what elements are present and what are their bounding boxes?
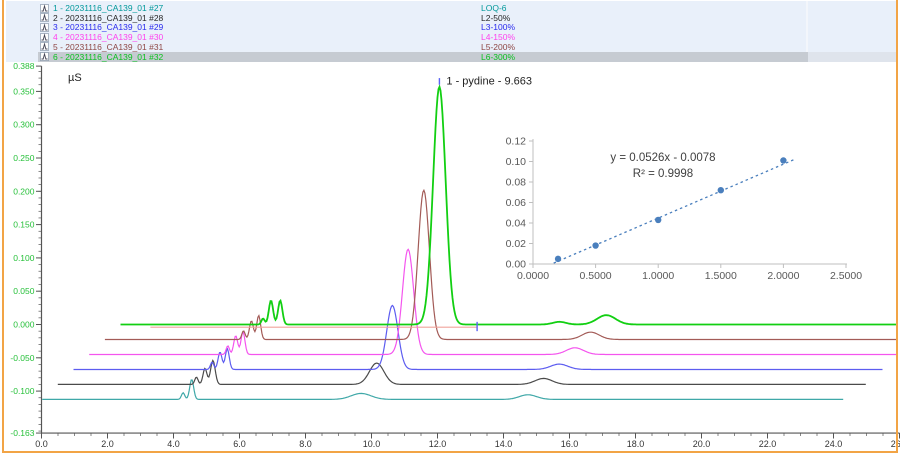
calibration-point bbox=[655, 216, 662, 224]
y-axis-unit-label: µS bbox=[68, 72, 82, 84]
trace-loq-6 bbox=[42, 379, 844, 400]
active-pane-border bbox=[2, 0, 4, 453]
injection-label: 6 - 20231116_CA139_01 #32 bbox=[53, 51, 164, 62]
injection-row-6[interactable]: 6 - 20231116_CA139_01 #32 L6-300% bbox=[38, 51, 808, 62]
inset-x-tick-label: 0.5000 bbox=[580, 270, 612, 282]
y-axis-tick-label: 0.100 bbox=[13, 253, 35, 263]
inset-y-tick-label: 0.06 bbox=[506, 197, 527, 209]
injection-sample: L2-50% bbox=[481, 12, 511, 23]
injection-legend: 1 - 20231116_CA139_01 #27 LOQ-6 2 - 2023… bbox=[6, 1, 896, 62]
y-axis-tick-label: 0.388 bbox=[13, 61, 35, 71]
y-axis-tick-label: 0.200 bbox=[13, 186, 35, 196]
calibration-point bbox=[592, 242, 599, 249]
injection-row-2[interactable]: 2 - 20231116_CA139_01 #28 L2-50% bbox=[38, 13, 808, 23]
trace-l6-300% bbox=[120, 84, 897, 326]
x-axis-tick-label: 12.0 bbox=[429, 439, 447, 449]
chromatogram-file-icon bbox=[40, 3, 49, 13]
chromatogram-file-icon bbox=[40, 52, 49, 61]
r-squared-label: R² = 0.9998 bbox=[633, 168, 693, 180]
chromatogram-file-icon bbox=[40, 42, 49, 52]
x-axis-tick-label: 6.0 bbox=[233, 439, 246, 449]
injection-sample: L3-100% bbox=[481, 22, 516, 33]
x-axis-tick-label: 22.0 bbox=[759, 439, 777, 449]
injection-sample: L5-200% bbox=[481, 41, 516, 52]
chromatogram-file-icon bbox=[40, 13, 49, 22]
chromatogram-traces bbox=[42, 84, 897, 400]
inset-y-tick-label: 0.08 bbox=[506, 177, 527, 189]
x-axis-tick-label: 4.0 bbox=[167, 439, 180, 449]
trace-l5-200% bbox=[104, 188, 897, 341]
inset-y-tick-label: 0.02 bbox=[506, 238, 527, 250]
y-axis-tick-label: -0.163 bbox=[10, 428, 34, 438]
trace-l4-150% bbox=[89, 248, 897, 356]
trace-l3-100% bbox=[73, 304, 883, 371]
calibration-point bbox=[717, 187, 724, 194]
legend-divider bbox=[806, 1, 808, 62]
x-axis-tick-label: 16.0 bbox=[561, 439, 579, 449]
main-axes: 0.388 0.350 0.300 0.250 0.200 0.150 0.100 0.050… bbox=[10, 61, 900, 449]
x-axis-tick-label: 8.0 bbox=[299, 439, 312, 449]
y-axis-tick-label: -0.050 bbox=[10, 353, 34, 363]
y-axis-tick-label: 0.300 bbox=[13, 120, 35, 130]
injection-row-4[interactable]: 4 - 20231116_CA139_01 #30 L4-150% bbox=[38, 32, 808, 42]
injection-label: 1 - 20231116_CA139_01 #27 bbox=[53, 3, 164, 13]
injection-row-5[interactable]: 5 - 20231116_CA139_01 #31 L5-200% bbox=[38, 42, 808, 52]
inset-x-tick-label: 2.5000 bbox=[830, 270, 862, 282]
trendline-equation: y = 0.0526x - 0.0078 bbox=[610, 152, 715, 164]
y-axis-tick-label: 0.000 bbox=[13, 320, 35, 330]
inset-y-tick-label: 0.00 bbox=[506, 259, 527, 271]
y-axis-tick-label: 0.150 bbox=[13, 220, 35, 230]
x-axis-tick-label: 10.0 bbox=[363, 439, 381, 449]
x-axis-tick-label: 20.0 bbox=[693, 439, 711, 449]
y-axis-tick-label: 0.250 bbox=[13, 153, 35, 163]
injection-label: 4 - 20231116_CA139_01 #30 bbox=[53, 32, 164, 43]
inset-x-tick-label: 1.5000 bbox=[705, 270, 737, 282]
active-pane-border bbox=[2, 451, 898, 453]
x-axis-tick-label: 26.0 bbox=[891, 439, 900, 449]
inset-x-tick-label: 0.0000 bbox=[517, 270, 549, 282]
x-axis-tick-label: 24.0 bbox=[825, 439, 843, 449]
y-axis-tick-label: 0.350 bbox=[13, 86, 35, 96]
x-axis-tick-label: 2.0 bbox=[101, 439, 114, 449]
selected-row-highlight bbox=[808, 51, 896, 62]
injection-label: 2 - 20231116_CA139_01 #28 bbox=[53, 12, 164, 23]
injection-sample: L6-300% bbox=[481, 51, 516, 62]
injection-label: 3 - 20231116_CA139_01 #29 bbox=[53, 22, 164, 33]
chromatogram-file-icon bbox=[40, 32, 49, 42]
x-axis-tick-label: 18.0 bbox=[627, 439, 645, 449]
trace-l2-50% bbox=[57, 359, 866, 385]
injection-sample: L4-150% bbox=[481, 32, 516, 43]
x-axis-tick-label: 0.0 bbox=[35, 439, 48, 449]
active-pane-border bbox=[896, 0, 898, 453]
peak-label: 1 - pydine - 9.663 bbox=[446, 76, 532, 88]
inset-x-tick-label: 1.0000 bbox=[642, 270, 674, 282]
calibration-point bbox=[780, 157, 787, 164]
injection-row-3[interactable]: 3 - 20231116_CA139_01 #29 L3-100% bbox=[38, 22, 808, 32]
inset-y-tick-label: 0.10 bbox=[506, 156, 527, 168]
calibration-point bbox=[554, 255, 562, 263]
inset-x-tick-label: 2.0000 bbox=[767, 270, 799, 282]
x-axis-tick-label: 14.0 bbox=[495, 439, 513, 449]
inset-y-tick-label: 0.04 bbox=[506, 218, 527, 230]
calibration-inset: 0.00 0.02 0.04 0.06 0.08 0.10 0.12 0.0000 0.5000… bbox=[506, 136, 863, 283]
injection-label: 5 - 20231116_CA139_01 #31 bbox=[53, 41, 164, 52]
injection-row-1[interactable]: 1 - 20231116_CA139_01 #27 LOQ-6 bbox=[38, 3, 808, 13]
injection-sample: LOQ-6 bbox=[481, 3, 507, 13]
inset-y-tick-label: 0.12 bbox=[506, 136, 527, 148]
y-axis-tick-label: -0.100 bbox=[10, 386, 34, 396]
chromatogram-file-icon bbox=[40, 23, 49, 32]
y-axis-tick-label: 0.050 bbox=[13, 286, 35, 296]
